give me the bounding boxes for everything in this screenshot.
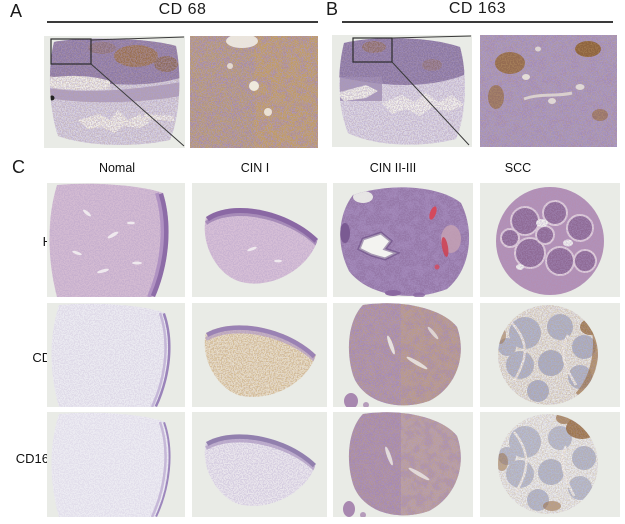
cd163-overview-image <box>332 35 472 147</box>
cd163-cin2-3-image <box>333 412 473 517</box>
he-cin1-image <box>192 183 327 297</box>
cd68-overview-image <box>44 36 185 148</box>
panel-a-title: CD 68 <box>158 1 207 18</box>
column-header-scc: SCC <box>504 161 532 175</box>
cd163-scc-image <box>480 412 620 517</box>
panel-a-rule <box>47 21 318 23</box>
panel-b-rule <box>342 21 613 23</box>
panel-b-letter: B <box>326 0 339 19</box>
cd68-magnified-image <box>190 36 318 148</box>
column-header-normal: Nomal <box>98 161 136 175</box>
cd163-normal-image <box>47 412 185 517</box>
panel-b-title: CD 163 <box>448 0 507 17</box>
cd68-zoom-region-box <box>50 38 92 65</box>
panel-a-letter: A <box>10 1 23 21</box>
column-header-cin1: CIN I <box>240 161 270 175</box>
cd163-zoom-region-box <box>352 37 393 63</box>
cd68-normal-image <box>47 303 185 407</box>
he-normal-image <box>47 183 185 297</box>
he-scc-image <box>480 183 620 297</box>
he-cin2-3-image <box>333 183 473 297</box>
cd68-cin2-3-image <box>333 303 473 407</box>
panel-c-letter: C <box>12 157 25 177</box>
cd163-cin1-image <box>192 412 327 517</box>
column-header-cin2-3: CIN II-III <box>369 161 417 175</box>
cd163-magnified-image <box>480 35 617 147</box>
cd68-scc-image <box>480 303 620 407</box>
cd68-cin1-image <box>192 303 327 407</box>
row-label-cd163: CD163 <box>15 451 57 466</box>
